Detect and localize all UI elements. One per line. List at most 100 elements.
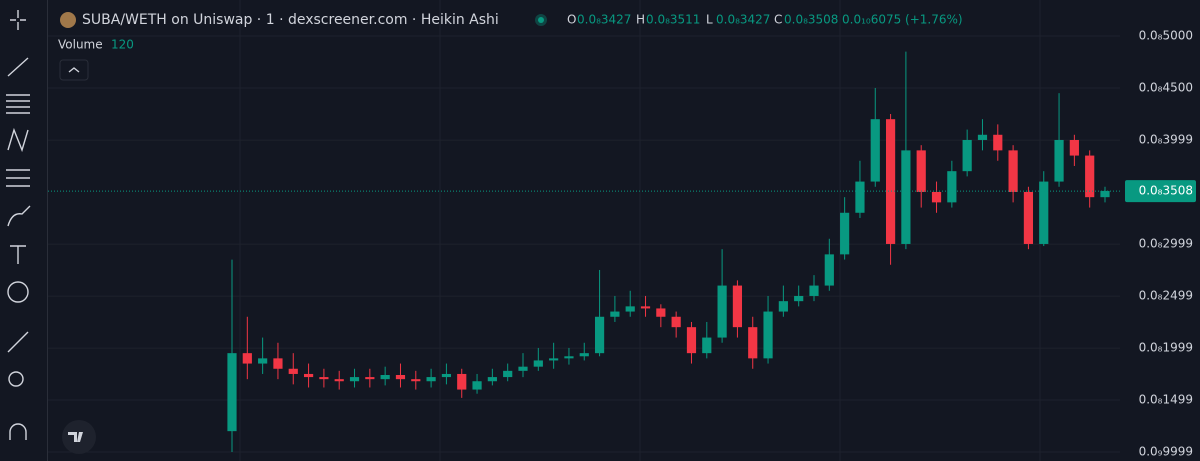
tv-logo-mark[interactable] <box>68 432 83 442</box>
candle-body <box>962 139 972 172</box>
collapse-icon[interactable] <box>68 67 80 73</box>
candle-body <box>441 373 452 378</box>
candle-body <box>380 374 390 380</box>
candle-body <box>549 358 559 361</box>
y-tick-label: 0.0₉9999 <box>1139 444 1193 458</box>
candle-body <box>303 373 314 378</box>
brush-tool[interactable] <box>7 205 31 227</box>
toolbar <box>0 0 47 461</box>
volume-value: 120 <box>111 38 134 52</box>
candle-body <box>778 301 788 312</box>
candle-body <box>686 327 697 354</box>
candle-body <box>732 285 743 328</box>
candle-body <box>1100 190 1110 198</box>
y-tick-label: 0.0₈2999 <box>1139 237 1193 251</box>
candle-body <box>365 377 375 380</box>
grid <box>239 0 1041 461</box>
readout-key: H <box>636 13 645 27</box>
y-tick-label: 0.0₈4500 <box>1139 80 1193 94</box>
candle-body <box>518 366 528 371</box>
candle-body <box>916 150 926 192</box>
candle-body <box>1069 139 1079 156</box>
prediction-tool[interactable] <box>6 169 30 187</box>
volume-name: Volume <box>58 38 103 52</box>
candle-body <box>640 306 651 309</box>
y-tick-label: 0.0₈2499 <box>1139 289 1193 303</box>
status-dot <box>538 17 544 23</box>
candle-body <box>885 119 896 244</box>
candle-body <box>870 119 880 182</box>
line-tool[interactable] <box>7 57 29 77</box>
candle-body <box>947 171 957 203</box>
last-price-label: 0.0₈3508 <box>1139 184 1193 198</box>
text-tool[interactable] <box>10 245 26 264</box>
y-tick-label: 0.0₈3999 <box>1139 133 1193 147</box>
candle-body <box>426 377 436 382</box>
ruler-tool[interactable] <box>7 331 29 353</box>
candle-body <box>503 370 513 378</box>
magnet-tool[interactable] <box>9 423 27 440</box>
candle-body <box>457 373 467 390</box>
candle-body <box>931 191 942 203</box>
candle-body <box>242 353 252 364</box>
last-price-box <box>1125 180 1196 203</box>
readout-key: L <box>706 13 713 27</box>
candle-body <box>901 150 911 244</box>
price-axis-labels: 0.0₈5000 0.0₈4500 0.0₈3999 0.0₈2999 0.0₈2499… <box>1125 28 1196 458</box>
plot <box>48 35 1120 453</box>
candle-body <box>1023 191 1034 244</box>
token-icon <box>60 12 76 28</box>
zoom-tool[interactable] <box>8 371 24 387</box>
price-axis <box>1120 0 1200 461</box>
fib-tool[interactable] <box>6 94 30 114</box>
candle-body <box>1008 150 1018 192</box>
readout-key: C <box>774 13 782 27</box>
candle-body <box>334 379 344 382</box>
candle-body <box>977 134 988 140</box>
candle-body <box>395 374 406 380</box>
readout-change: 0.0₁₀6075 (+1.76%) <box>842 13 963 27</box>
crosshair-tool[interactable] <box>10 10 26 30</box>
readout-value: 0.0₈3508 <box>784 13 838 27</box>
emoji-tool[interactable] <box>7 281 29 303</box>
candle-body <box>656 308 666 317</box>
y-tick-label: 0.0₈1999 <box>1139 341 1193 355</box>
candle-body <box>625 306 635 312</box>
tool-icons[interactable] <box>6 10 31 440</box>
candle-body <box>349 377 360 382</box>
candle-body <box>579 353 589 357</box>
candle-body <box>610 311 620 317</box>
candle-body <box>594 316 605 354</box>
candle-body <box>1085 155 1095 198</box>
candle-body <box>472 381 482 390</box>
collapse-button[interactable] <box>59 59 89 81</box>
candle-body <box>273 358 283 369</box>
candle-body <box>993 134 1003 151</box>
candle-body <box>809 285 819 296</box>
candle-body <box>794 295 804 302</box>
readout-value: 0.0₈3511 <box>646 13 700 27</box>
readout-key: O <box>567 13 576 27</box>
candle-body <box>1054 139 1064 182</box>
candle-body <box>227 353 237 432</box>
candle-body <box>763 311 773 359</box>
pattern-tool[interactable] <box>7 127 29 153</box>
candle-body <box>564 356 574 359</box>
candle-body <box>487 377 497 382</box>
candle-body <box>411 379 421 382</box>
y-tick-label: 0.0₈1499 <box>1139 393 1193 407</box>
candle-body <box>319 377 329 380</box>
candle-body <box>702 337 712 354</box>
candle-body <box>855 181 865 213</box>
candle-body <box>748 327 758 359</box>
ohlc-readout: O 0.0₈3427 H 0.0₈3511 L 0.0₈3427 C 0.0₈3508 0.0₁… <box>567 13 963 27</box>
candle-body <box>258 358 268 364</box>
y-tick-label: 0.0₈5000 <box>1139 28 1193 42</box>
candle-body <box>671 316 681 328</box>
readout-value: 0.0₈3427 <box>716 13 770 27</box>
candle-body <box>1039 181 1049 244</box>
candle-body <box>717 285 727 338</box>
